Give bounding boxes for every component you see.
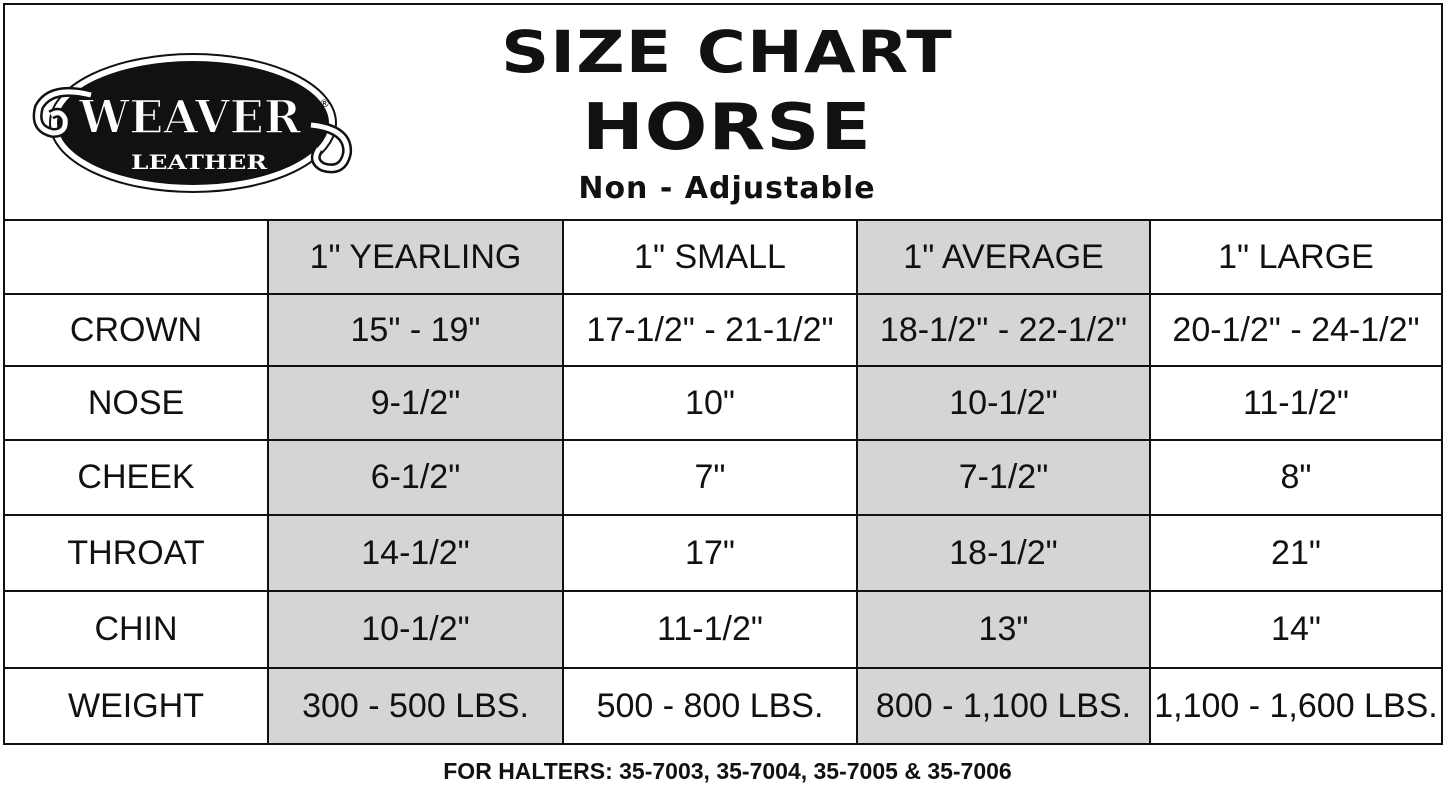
chart-subtitle: HORSE: [582, 91, 872, 165]
row-label: CHIN: [5, 590, 269, 669]
table-cell: 11-1/2": [1149, 365, 1441, 441]
table-cell: 17-1/2" - 21-1/2": [562, 293, 858, 367]
table-row: NOSE 9-1/2" 10" 10-1/2" 11-1/2": [5, 365, 1441, 441]
row-label: CHEEK: [5, 439, 269, 516]
table-cell: 17": [562, 514, 858, 592]
table-cell: 14-1/2": [267, 514, 564, 592]
table-cell: 7-1/2": [856, 439, 1151, 516]
table-cell: 1,100 - 1,600 LBS.: [1149, 667, 1441, 743]
table-cell: 20-1/2" - 24-1/2": [1149, 293, 1441, 367]
column-header: 1" YEARLING: [267, 221, 564, 295]
table-header-row: 1" YEARLING 1" SMALL 1" AVERAGE 1" LARGE: [5, 221, 1441, 295]
column-header: [5, 221, 269, 295]
chart-header: WEAVER ® LEATHER SIZE CHART HORSE Non - …: [5, 5, 1441, 221]
table-cell: 13": [856, 590, 1151, 669]
table-cell: 9-1/2": [267, 365, 564, 441]
table-cell: 21": [1149, 514, 1441, 592]
table-cell: 6-1/2": [267, 439, 564, 516]
table-cell: 18-1/2" - 22-1/2": [856, 293, 1151, 367]
table-row: CHIN 10-1/2" 11-1/2" 13" 14": [5, 590, 1441, 669]
table-row: THROAT 14-1/2" 17" 18-1/2" 21": [5, 514, 1441, 592]
chart-variant: Non - Adjustable: [578, 171, 876, 206]
table-cell: 14": [1149, 590, 1441, 669]
table-row: CHEEK 6-1/2" 7" 7-1/2" 8": [5, 439, 1441, 516]
logo-brand-text: WEAVER: [78, 90, 302, 144]
registered-mark: ®: [319, 97, 330, 110]
table-cell: 500 - 800 LBS.: [562, 667, 858, 743]
logo-sub-text: LEATHER: [131, 150, 267, 174]
table-row: WEIGHT 300 - 500 LBS. 500 - 800 LBS. 800…: [5, 667, 1441, 743]
column-header: 1" AVERAGE: [856, 221, 1151, 295]
row-label: CROWN: [5, 293, 269, 367]
table-cell: 7": [562, 439, 858, 516]
weaver-leather-logo: WEAVER ® LEATHER: [32, 53, 353, 193]
table-cell: 800 - 1,100 LBS.: [856, 667, 1151, 743]
table-row: CROWN 15" - 19" 17-1/2" - 21-1/2" 18-1/2…: [5, 293, 1441, 367]
table-cell: 15" - 19": [267, 293, 564, 367]
row-label: THROAT: [5, 514, 269, 592]
row-label: NOSE: [5, 365, 269, 441]
row-label: WEIGHT: [5, 667, 269, 743]
table-cell: 11-1/2": [562, 590, 858, 669]
table-cell: 300 - 500 LBS.: [267, 667, 564, 743]
size-table: 1" YEARLING 1" SMALL 1" AVERAGE 1" LARGE…: [5, 221, 1441, 743]
size-chart: WEAVER ® LEATHER SIZE CHART HORSE Non - …: [3, 3, 1443, 745]
table-cell: 10-1/2": [267, 590, 564, 669]
table-cell: 8": [1149, 439, 1441, 516]
table-cell: 10": [562, 365, 858, 441]
column-header: 1" SMALL: [562, 221, 858, 295]
chart-title: SIZE CHART: [501, 18, 953, 86]
column-header: 1" LARGE: [1149, 221, 1441, 295]
table-cell: 18-1/2": [856, 514, 1151, 592]
table-cell: 10-1/2": [856, 365, 1151, 441]
halter-footnote: FOR HALTERS: 35-7003, 35-7004, 35-7005 &…: [443, 758, 1012, 784]
